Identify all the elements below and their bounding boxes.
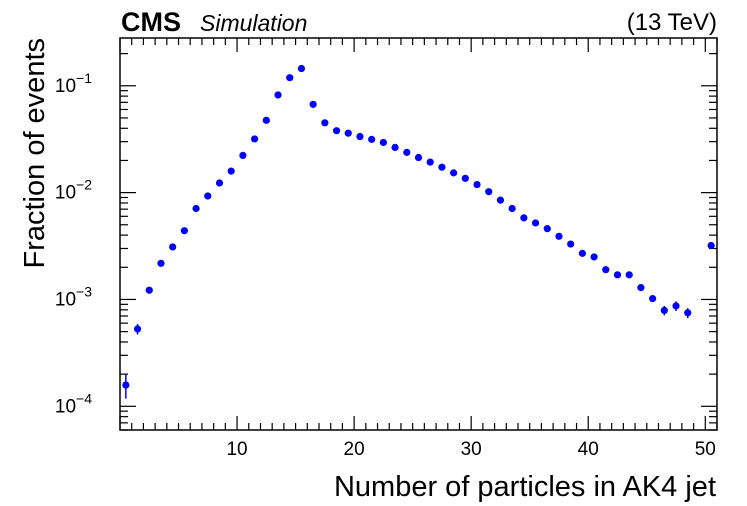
data-point [391,143,399,151]
data-point [262,116,270,124]
y-axis-title: Fraction of events [19,38,51,269]
x-axis: 10 20 30 40 50 [119,38,718,460]
data-point [485,188,493,196]
x-tick-label: 30 [461,439,482,460]
data-point [414,153,423,162]
data-point [122,381,130,389]
data-point [590,253,598,261]
data-point [438,163,446,171]
data-point [531,219,540,227]
y-tick-base: 10 [55,289,76,310]
data-point [286,74,294,82]
data-point [450,169,458,177]
y-tick-exponent: −1 [76,70,92,86]
data-point [368,135,376,143]
y-tick-base: 10 [55,76,76,97]
energy-label: (13 TeV) [627,9,717,36]
data-point [426,158,434,166]
data-point [251,135,259,143]
experiment-label: CMS [121,7,181,37]
y-tick-label: 10−4 [55,390,92,417]
data-point [215,179,224,187]
x-axis-title: Number of particles in AK4 jet [334,471,716,503]
data-point [192,204,200,213]
data-point [332,127,341,135]
status-label: Simulation [200,10,307,36]
data-point [321,119,329,127]
data-point [204,192,212,200]
data-point [625,271,633,279]
data-point [157,259,165,267]
data-point [649,294,657,303]
plot-frame [119,37,718,431]
x-tick-label: 40 [578,439,599,460]
data-point [133,325,142,333]
data-point [660,306,668,314]
y-tick-exponent: −4 [76,390,92,406]
y-axis: 10−410−310−210−1 [55,53,717,431]
data-point [274,91,282,99]
x-tick-label: 20 [344,439,365,460]
data-point [637,284,645,292]
data-point [578,249,586,257]
y-tick-base: 10 [55,183,76,204]
data-point [297,64,306,73]
data-point [613,271,622,279]
y-tick-exponent: −3 [76,283,92,299]
data-point [508,204,516,213]
data-point [473,180,481,189]
data-point [379,138,387,147]
data-point [672,302,680,310]
data-point [555,232,563,240]
data-point [344,129,352,137]
data-point [227,167,235,175]
data-point [543,225,551,233]
data-series [122,64,715,399]
data-point [567,240,575,248]
data-point [496,196,505,204]
x-tick-label: 50 [695,439,716,460]
data-point [169,243,177,251]
y-tick-base: 10 [55,396,76,417]
data-point [520,214,528,222]
data-point [309,100,317,108]
data-point [356,132,364,141]
data-point [707,241,715,250]
x-tick-label: 10 [226,439,247,460]
data-point [602,266,610,274]
data-point [239,151,247,160]
y-tick-label: 10−3 [55,283,92,310]
data-point [684,309,692,317]
data-point [461,174,469,182]
data-point [180,227,188,235]
data-point [145,286,153,294]
data-point [403,148,411,156]
y-tick-label: 10−2 [55,177,92,204]
y-tick-exponent: −2 [76,177,92,193]
y-tick-label: 10−1 [55,70,92,97]
